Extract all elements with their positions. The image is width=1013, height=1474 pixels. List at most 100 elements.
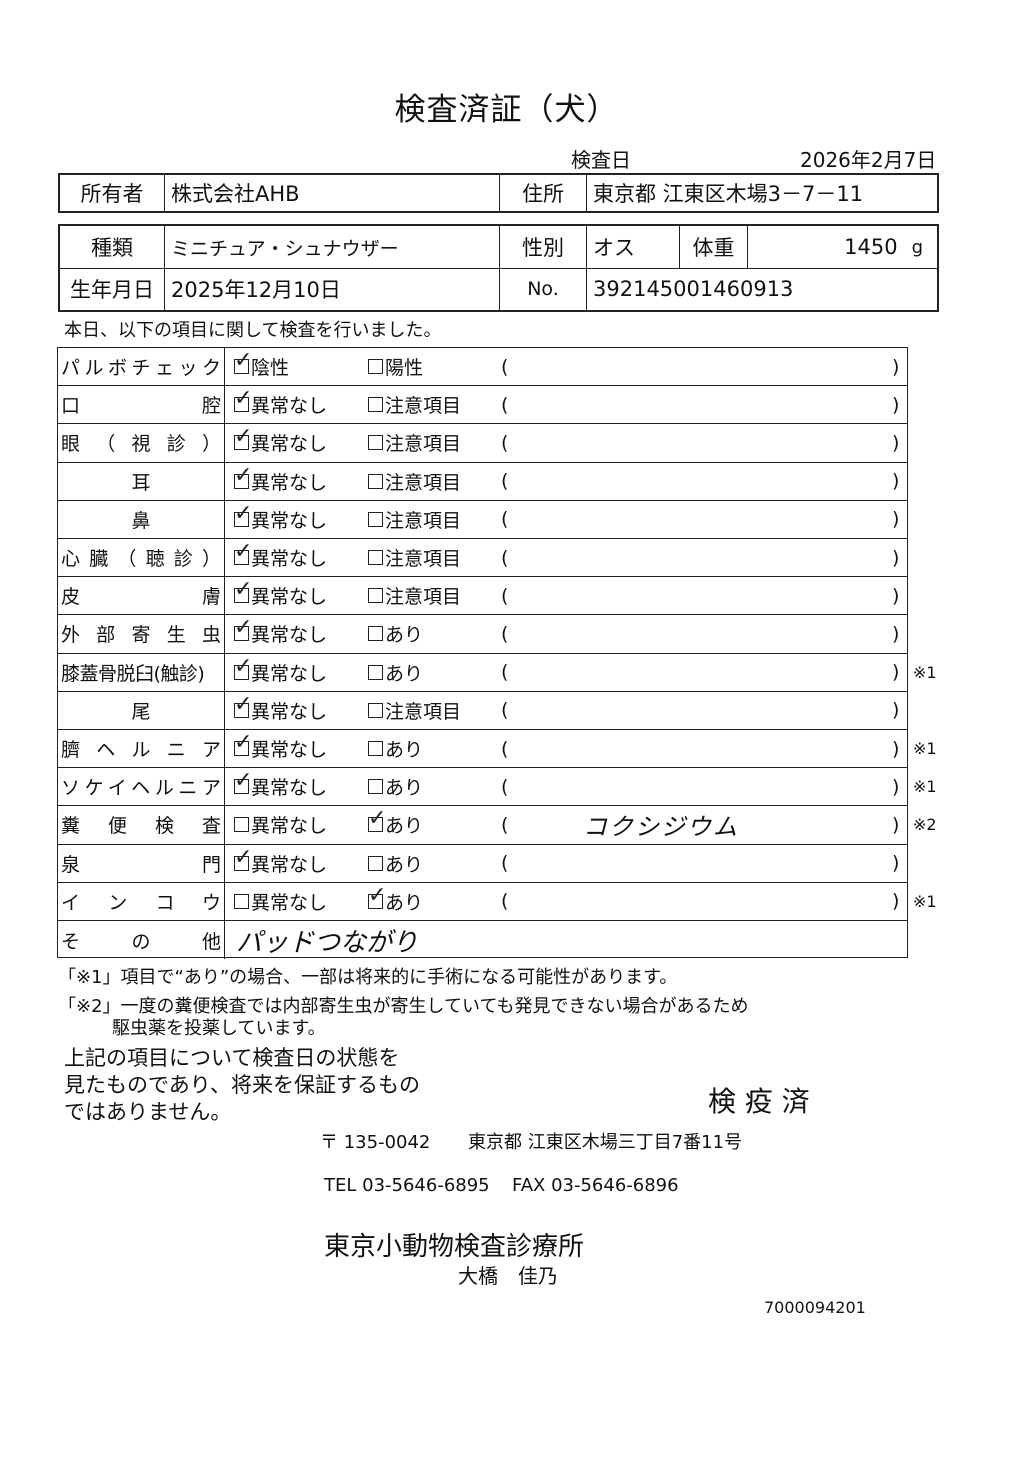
option-abnormal[interactable]: あり	[368, 615, 423, 652]
paren-open: (	[501, 584, 509, 607]
checkbox[interactable]	[234, 845, 252, 871]
paren-open: (	[501, 355, 509, 378]
checkbox[interactable]	[234, 692, 252, 718]
clinic-address: 東京都 江東区木場三丁目7番11号	[468, 1132, 743, 1153]
paren-open: (	[501, 661, 509, 684]
weight-value: 1450	[844, 235, 898, 259]
option-label: あり	[385, 662, 424, 685]
option-abnormal[interactable]: 注意項目	[368, 539, 461, 576]
owner-label: 所有者	[80, 182, 144, 206]
check-row: 膝蓋骨脱臼(触診) 異常なし あり ( ) ※1	[58, 653, 937, 692]
checkbox[interactable]	[234, 386, 252, 413]
option-normal[interactable]: 異常なし	[234, 692, 327, 729]
check-label: 尾	[131, 700, 151, 723]
check-label: 泉門	[61, 853, 221, 876]
other-label: その他	[61, 930, 221, 953]
checkbox[interactable]	[234, 501, 252, 527]
checkbox[interactable]	[234, 348, 252, 375]
paren-open: (	[501, 737, 509, 760]
option-abnormal[interactable]: 注意項目	[368, 463, 461, 500]
checkbox[interactable]	[234, 424, 252, 451]
option-normal[interactable]: 異常なし	[234, 768, 327, 805]
check-label-cell: 糞便検査	[58, 806, 225, 844]
option-normal[interactable]: 異常なし	[234, 539, 327, 576]
check-label-cell: 眼（視診）	[58, 424, 225, 462]
footnote-1: 「※1」項目で“あり”の場合、一部は将来的に手術になる可能性があります。	[58, 967, 678, 988]
paren-close: )	[892, 508, 900, 531]
checkbox[interactable]	[234, 654, 252, 680]
exam-date-label: 検査日	[571, 148, 631, 172]
option-abnormal[interactable]: あり	[368, 883, 423, 920]
option-abnormal[interactable]: 注意項目	[368, 577, 461, 614]
checkbox[interactable]	[368, 779, 383, 795]
checkbox[interactable]	[368, 588, 383, 604]
checkbox[interactable]	[368, 855, 383, 871]
check-label-cell: 外部寄生虫	[58, 615, 225, 653]
option-abnormal[interactable]: 注意項目	[368, 424, 461, 461]
checkbox[interactable]	[234, 730, 252, 757]
checkbox[interactable]	[368, 702, 383, 718]
checkbox[interactable]	[234, 577, 252, 604]
checkbox[interactable]	[368, 741, 383, 757]
option-normal[interactable]: 異常なし	[234, 615, 327, 652]
checkbox[interactable]	[368, 664, 383, 680]
option-abnormal[interactable]: あり	[368, 806, 423, 843]
checkbox[interactable]	[234, 615, 252, 642]
option-normal[interactable]: 異常なし	[234, 424, 327, 461]
paren-close: )	[892, 355, 900, 378]
breed-value: ミニチュア・シュナウザー	[164, 226, 499, 268]
checkbox[interactable]	[368, 626, 383, 642]
checkbox[interactable]	[234, 817, 249, 833]
checkbox[interactable]	[234, 463, 252, 489]
option-abnormal[interactable]: 注意項目	[368, 386, 461, 423]
check-label: 眼（視診）	[61, 433, 221, 456]
option-label: 注意項目	[385, 586, 462, 609]
check-label-cell: 膝蓋骨脱臼(触診)	[58, 653, 225, 691]
option-normal[interactable]: 異常なし	[234, 577, 327, 614]
checkbox[interactable]	[368, 550, 383, 566]
birth-value: 2025年12月10日	[164, 268, 499, 310]
weight-unit: g	[911, 236, 923, 258]
option-normal[interactable]: 異常なし	[234, 806, 327, 843]
option-abnormal[interactable]: あり	[368, 730, 423, 767]
option-abnormal[interactable]: あり	[368, 768, 423, 805]
option-normal[interactable]: 陰性	[234, 348, 289, 385]
checkbox[interactable]	[368, 435, 383, 451]
paren-open: (	[501, 393, 509, 416]
check-row: 尾 異常なし 注意項目 ( )	[58, 691, 907, 730]
checkbox[interactable]	[234, 893, 249, 909]
check-row: 耳 異常なし 注意項目 ( )	[58, 462, 907, 501]
option-abnormal[interactable]: 陽性	[368, 348, 423, 385]
other-handwritten: パッドつながり	[236, 927, 419, 958]
option-normal[interactable]: 異常なし	[234, 730, 327, 767]
option-normal[interactable]: 異常なし	[234, 501, 327, 538]
option-label: 異常なし	[251, 777, 328, 800]
paren-open: (	[501, 470, 509, 493]
option-abnormal[interactable]: 注意項目	[368, 501, 461, 538]
paren-close: )	[892, 737, 900, 760]
checkbox[interactable]	[368, 359, 383, 375]
check-label: 鼻	[131, 509, 151, 532]
checkbox[interactable]	[368, 397, 383, 413]
check-row: 外部寄生虫 異常なし あり ( )	[58, 615, 907, 654]
option-normal[interactable]: 異常なし	[234, 654, 327, 691]
option-abnormal[interactable]: 注意項目	[368, 692, 461, 729]
option-abnormal[interactable]: あり	[368, 845, 423, 882]
option-abnormal[interactable]: あり	[368, 654, 423, 691]
checkbox[interactable]	[368, 511, 383, 527]
checkbox[interactable]	[368, 473, 383, 489]
check-row: 鼻 異常なし 注意項目 ( )	[58, 500, 907, 539]
owner-value: 株式会社AHB	[164, 175, 499, 211]
option-normal[interactable]: 異常なし	[234, 845, 327, 882]
checkbox[interactable]	[368, 806, 386, 833]
checkbox[interactable]	[234, 539, 252, 566]
option-normal[interactable]: 異常なし	[234, 883, 327, 920]
checkbox[interactable]	[368, 883, 386, 909]
option-normal[interactable]: 異常なし	[234, 386, 327, 423]
check-label-cell: 泉門	[58, 844, 225, 882]
footnote-marker: ※1	[913, 891, 937, 911]
page-title: 検査済証（犬）	[394, 92, 619, 128]
option-normal[interactable]: 異常なし	[234, 463, 327, 500]
paren-close: )	[892, 699, 900, 722]
checkbox[interactable]	[234, 768, 252, 795]
